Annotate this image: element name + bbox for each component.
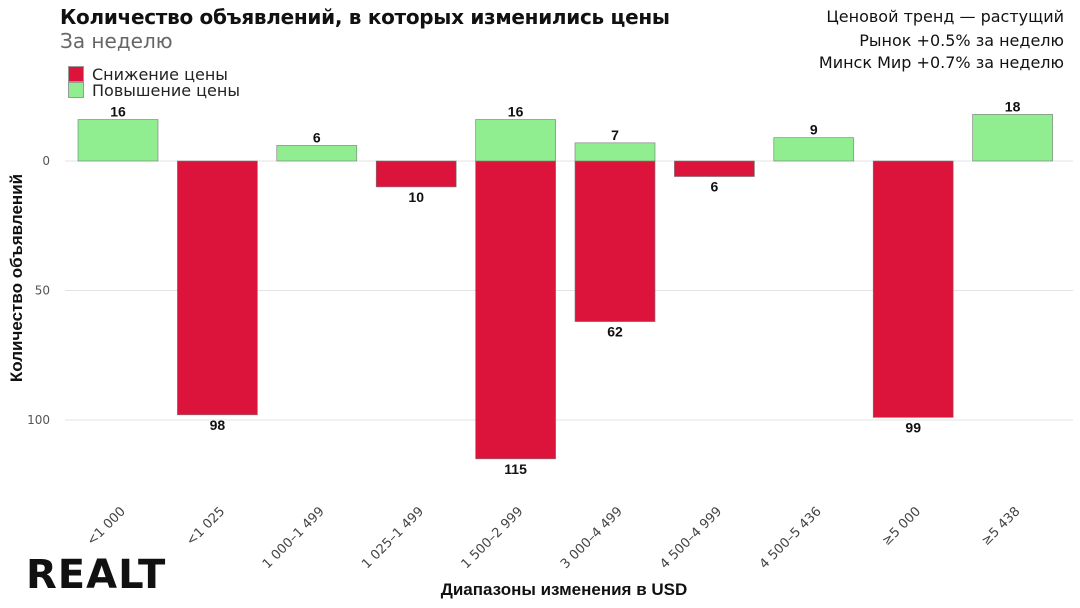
- bar-increase: [77, 119, 159, 162]
- data-label: 6: [313, 129, 321, 145]
- legend-item-increase: Повышение цены: [68, 80, 240, 100]
- x-tick-label: 4 500–4 999: [657, 504, 725, 572]
- chart-subtitle: За неделю: [60, 29, 173, 53]
- x-tick-label: <1 000: [84, 504, 129, 549]
- legend-label-increase: Повышение цены: [92, 80, 240, 100]
- legend-label-decrease: Снижение цены: [92, 64, 228, 84]
- data-label: 16: [110, 104, 126, 120]
- chart-title: Количество объявлений, в которых изменил…: [60, 5, 670, 29]
- annotation-market: Рынок +0.5% за неделю: [859, 31, 1064, 50]
- x-axis-title: Диапазоны изменения в USD: [441, 580, 688, 599]
- y-axis-title: Количество объявлений: [7, 174, 26, 382]
- bar-increase: [276, 145, 358, 162]
- bar-decrease: [375, 160, 457, 188]
- bar-decrease: [177, 160, 258, 416]
- data-label: 6: [711, 179, 719, 195]
- data-label: 98: [210, 417, 226, 433]
- data-label: 99: [905, 419, 921, 435]
- annotation-trend: Ценовой тренд — растущий: [826, 7, 1064, 26]
- x-tick-label: 1 000–1 499: [260, 504, 328, 572]
- bar-decrease: [475, 160, 556, 460]
- x-tick-label: <1 025: [184, 504, 229, 549]
- legend-swatch-decrease: [68, 66, 84, 82]
- data-label: 9: [810, 122, 818, 138]
- data-label: 62: [607, 324, 623, 340]
- bar-increase: [972, 114, 1053, 162]
- bar-decrease: [872, 160, 954, 418]
- data-label: 10: [408, 189, 424, 205]
- x-tick-label: 1 500–2 999: [459, 504, 527, 572]
- y-tick-label: 100: [27, 413, 50, 427]
- data-label: 16: [508, 104, 524, 120]
- bar-decrease: [574, 160, 656, 322]
- x-tick-label: ≥5 000: [879, 504, 924, 549]
- x-tick-label: ≥5 438: [979, 504, 1024, 549]
- data-label: 18: [1005, 98, 1021, 114]
- x-tick-label: 3 000–4 499: [558, 504, 626, 572]
- legend-swatch-increase: [68, 82, 84, 98]
- legend: Снижение цены Повышение цены: [68, 64, 240, 100]
- legend-item-decrease: Снижение цены: [68, 64, 240, 84]
- bar-increase: [773, 137, 855, 162]
- bar-decrease: [674, 160, 755, 177]
- data-label: 115: [504, 461, 527, 477]
- y-tick-label: 50: [35, 284, 50, 298]
- x-tick-label: 1 025–1 499: [359, 504, 427, 572]
- data-label: 7: [611, 127, 619, 143]
- y-tick-label: 0: [42, 154, 50, 168]
- bar-increase: [574, 142, 656, 162]
- realt-logo: REALT: [26, 552, 167, 598]
- annotation-minsk-mir: Минск Мир +0.7% за неделю: [818, 53, 1064, 72]
- x-tick-label: 4 500–5 436: [757, 504, 825, 572]
- bar-increase: [475, 119, 556, 162]
